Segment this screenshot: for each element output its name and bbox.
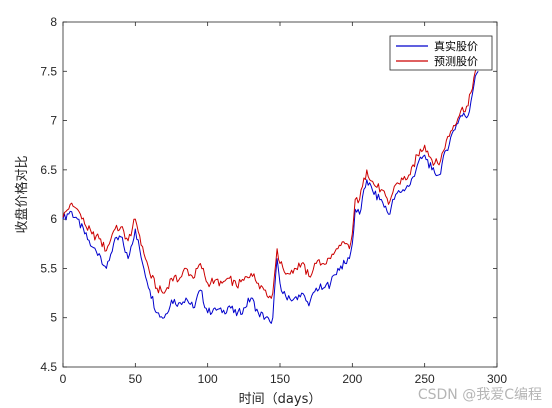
watermark: CSDN @我爱C编程 <box>417 387 542 403</box>
x-tick-label: 150 <box>270 372 290 386</box>
y-tick-label: 5.5 <box>40 261 57 275</box>
x-axis-label: 时间（days） <box>239 392 322 407</box>
axis-ticks <box>62 21 498 368</box>
x-tick-label: 100 <box>198 372 218 386</box>
y-tick-label: 8 <box>50 15 57 29</box>
y-tick-label: 5 <box>50 311 57 325</box>
y-axis-label: 收盘价格对比 <box>14 155 30 233</box>
x-tick-label: 300 <box>487 372 507 386</box>
plot-area <box>62 21 498 368</box>
series-line-real <box>62 71 479 324</box>
legend-label-predicted: 预测股价 <box>434 55 478 68</box>
series-line-predicted <box>62 64 479 299</box>
x-tick-label: 250 <box>415 372 435 386</box>
y-tick-label: 4.5 <box>40 360 57 374</box>
legend-label-real: 真实股价 <box>434 39 478 53</box>
legend-box <box>389 35 493 71</box>
series-lines <box>62 64 479 324</box>
y-tick-label: 6.5 <box>40 163 57 177</box>
x-tick-label: 0 <box>60 372 67 386</box>
y-tick-label: 7 <box>50 114 57 128</box>
x-tick-label: 50 <box>129 372 143 386</box>
axis-tick-labels: 0 50 100 150 200 250 300 4.5 5 5.5 6 6.5 7 7.5 8 <box>40 15 507 386</box>
x-tick-label: 200 <box>342 372 362 386</box>
y-tick-label: 6 <box>50 212 57 226</box>
legend: 真实股价 预测股价 <box>389 35 493 71</box>
y-tick-label: 7.5 <box>40 64 57 78</box>
